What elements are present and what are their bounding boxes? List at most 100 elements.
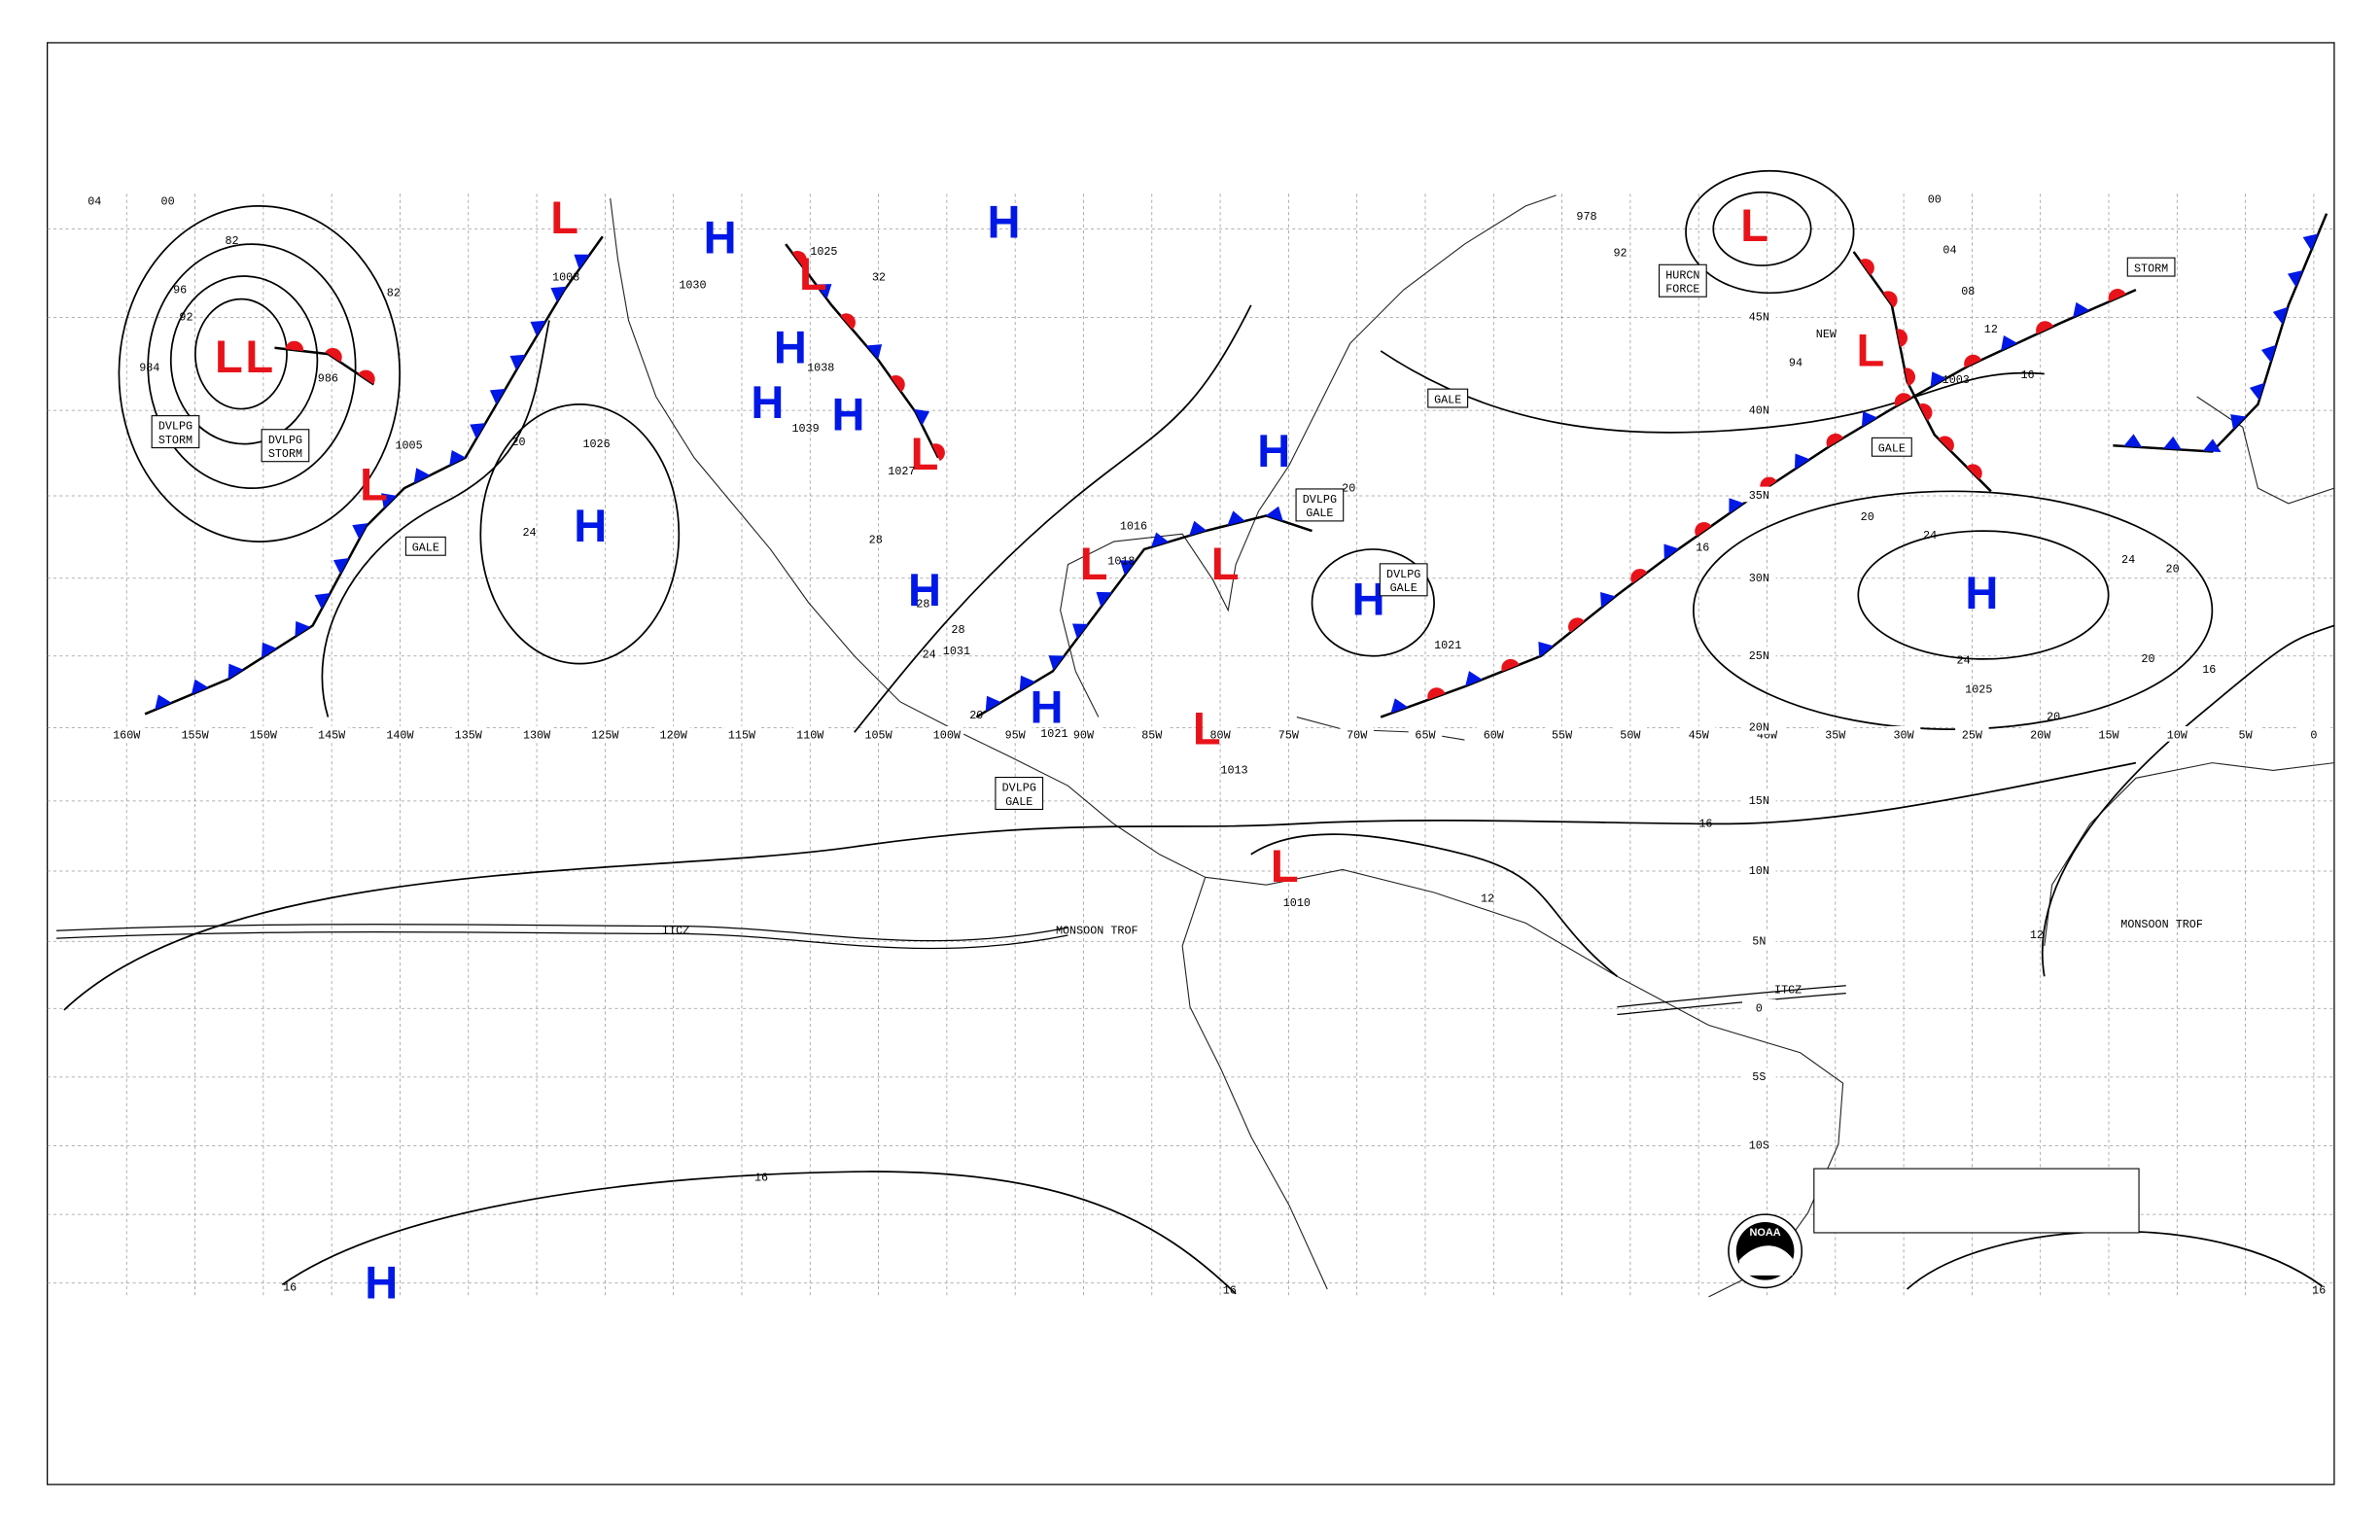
cold-front-symbol [261,642,277,658]
longitude-label: 20W [2030,729,2051,743]
longitude-label: 50W [1620,729,1641,743]
longitude-label-box [109,725,144,742]
pressure-label: 1016 [1120,520,1147,534]
pressure-label: 96 [173,283,187,297]
isobar [321,320,550,718]
low-center: L [245,331,273,382]
longitude-label: 25W [1962,729,1983,743]
longitude-label: 5W [2239,729,2254,743]
longitude-label: 0 [2310,729,2317,743]
isobar [1250,833,1618,977]
warning-box [1379,563,1428,597]
high-center: H [574,500,607,551]
longitude-label: 10W [2167,729,2188,743]
pressure-label: 1003 [1942,373,1970,387]
latitude-label: 35N [1749,489,1769,503]
cold-front-symbol [1861,410,1878,428]
longitude-label-box [1681,725,1716,742]
cold-front-symbol [1729,498,1744,514]
warning-box [1658,263,1707,298]
frame [47,42,2335,1486]
coastline [1060,194,1557,718]
pressure-label: 16 [283,1281,297,1295]
warm-front-symbol [358,369,375,385]
cold-front-symbol [228,663,244,680]
cold-front-symbol [1930,371,1946,388]
cold-front-symbol [2287,270,2303,288]
warning-text: GALE [412,542,439,555]
warm-front-symbol [1882,291,1898,308]
warning-text: DVLPG [158,420,192,434]
cold-front-symbol [1465,671,1483,686]
cold-front-symbol [2302,233,2319,251]
low-center: L [1080,538,1108,589]
latitude-label-box [1742,861,1776,878]
longitude-label: 90W [1073,729,1095,743]
logo-text: NOAA [1749,1227,1780,1239]
pressure-label: 28 [869,534,883,547]
high-center: H [704,211,737,262]
longitude-label: 75W [1278,729,1300,743]
high-center: H [1965,567,1998,618]
isobar [1311,548,1435,657]
cold-front-symbol [1538,641,1554,658]
pressure-label: 1031 [943,645,970,658]
pressure-label: 16 [1698,818,1712,831]
front-line [144,235,604,716]
high-center: H [988,196,1021,248]
warning-text: STORM [268,447,302,461]
cold-front-symbol [2123,434,2143,448]
longitude-label: 125W [591,729,619,743]
feature-label: ITCZ [1774,984,1802,998]
longitude-label: 30W [1894,729,1915,743]
warm-front-symbol [1501,658,1520,672]
longitude-label: 130W [523,729,551,743]
longitude-label-box [2160,725,2194,742]
warning-box [1871,437,1912,457]
warm-front-symbol [1826,433,1844,448]
longitude-label-box [861,725,895,742]
longitude-label: 150W [250,729,278,743]
low-center: L [215,331,243,382]
cold-front-symbol [1663,543,1679,560]
pressure-label: 1026 [582,438,610,451]
coastlines [610,194,2335,1298]
longitude-label-box [1135,725,1170,742]
warning-box [2126,257,2176,277]
cold-front-symbol [449,449,467,466]
warning-text: GALE [1434,393,1461,406]
info-box [1813,1168,2140,1234]
coastline [1205,868,1844,1298]
pressure-label: 94 [1789,357,1802,370]
warning-box [995,776,1044,811]
pressure-label: 12 [2030,928,2044,942]
cold-front-symbol [865,344,883,360]
warm-front-symbol [890,375,905,393]
warm-front-symbol [1904,368,1916,386]
cold-front-symbol [985,695,1001,712]
warning-text: DVLPG [268,434,302,447]
itcz-line [1617,992,1846,1016]
warning-box [151,415,200,449]
coastline [2044,762,2334,947]
longitude-label: 140W [386,729,414,743]
longitude-label-box [1545,725,1579,742]
longitude-label: 145W [318,729,346,743]
longitude-label: 60W [1484,729,1505,743]
warm-front-symbol [1894,393,1912,407]
warm-front-symbol [2036,321,2054,334]
warm-front-symbol [2108,289,2126,302]
latitude-label-box [1742,647,1776,663]
latitude-label-box [1742,307,1776,324]
longitude-label-box [793,725,827,742]
warm-front-symbol [1918,403,1933,421]
warning-text: HURCN [1665,268,1699,282]
isobar [281,1171,1237,1295]
longitude-label-box [1408,725,1443,742]
cold-front-symbol [2272,306,2289,325]
longitude-label-box [1340,725,1374,742]
cold-front-symbol [332,558,350,575]
warm-front-symbol [791,251,807,267]
